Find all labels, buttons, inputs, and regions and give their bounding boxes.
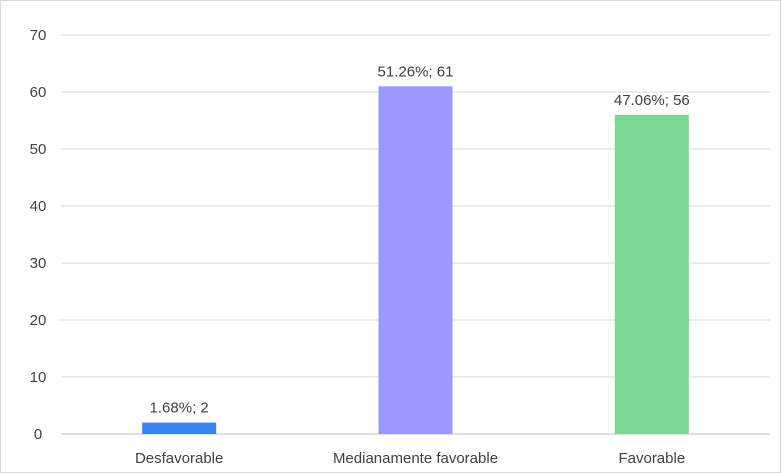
y-tick-label: 20 (30, 312, 47, 329)
data-label: 47.06%; 56 (614, 92, 690, 109)
x-category-label: Medianamente favorable (333, 450, 498, 467)
y-tick-label: 10 (30, 369, 47, 386)
data-labels: 1.68%; 2 51.26%; 61 47.06%; 56 (150, 63, 690, 416)
y-tick-label: 60 (30, 84, 47, 101)
y-tick-label: 0 (34, 426, 42, 443)
y-axis-ticks: 0 10 20 30 40 50 60 70 (30, 27, 47, 443)
bar (614, 114, 689, 435)
bar (142, 422, 217, 434)
data-label: 1.68%; 2 (150, 400, 209, 417)
x-category-label: Favorable (618, 450, 685, 467)
y-tick-label: 70 (30, 27, 47, 44)
bars (142, 86, 689, 435)
data-label: 51.26%; 61 (378, 63, 454, 80)
x-category-label: Desfavorable (135, 450, 223, 467)
x-axis-categories: Desfavorable Medianamente favorable Favora… (135, 450, 685, 467)
y-tick-label: 30 (30, 255, 47, 272)
y-tick-label: 50 (30, 141, 47, 158)
bar (378, 86, 453, 435)
y-tick-label: 40 (30, 198, 47, 215)
